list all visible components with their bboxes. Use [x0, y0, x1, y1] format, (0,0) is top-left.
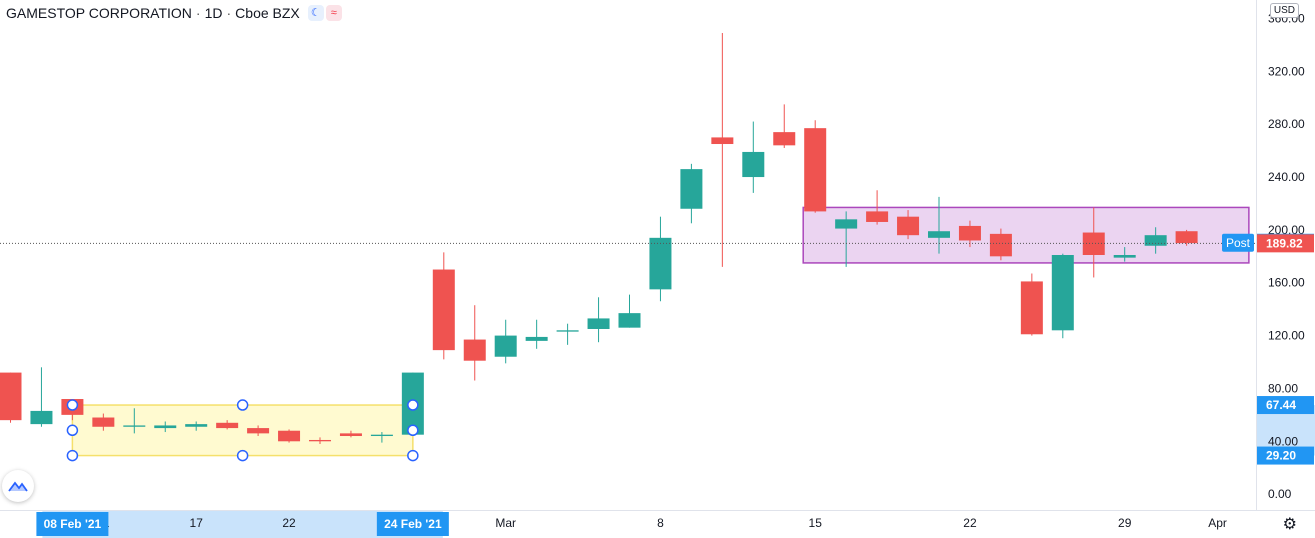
price-tick-label: 240.00 [1268, 170, 1305, 184]
resize-handle[interactable] [66, 424, 79, 437]
candle-up [525, 336, 548, 341]
resize-handle[interactable] [407, 449, 419, 462]
yellow-rectangle [71, 404, 414, 457]
candle-down [432, 269, 455, 351]
candle-up [556, 330, 579, 332]
candle-up [835, 219, 858, 229]
price-tick-label: 80.00 [1268, 381, 1298, 395]
chart-legend: GAMESTOP CORPORATION · 1D · Cboe BZX ☾ ≈ [6, 4, 342, 22]
candle-up [742, 151, 765, 178]
candle-up [154, 425, 177, 429]
time-marker-label: 08 Feb '21 [44, 517, 102, 531]
legend-toggles: ☾ ≈ [307, 5, 342, 21]
exchange-label: Cboe BZX [235, 5, 300, 21]
candle-up [1144, 235, 1167, 246]
candle-up [494, 335, 517, 357]
interval-label[interactable]: 1D [204, 5, 223, 21]
price-tick-label: 200.00 [1268, 223, 1305, 237]
candle-down [773, 132, 796, 146]
candle-up [680, 169, 703, 209]
price-tick-label: 160.00 [1268, 276, 1305, 290]
range-price-label: 67.44 [1266, 398, 1296, 412]
price-tick-label: 280.00 [1268, 117, 1305, 131]
time-tick-label: 22 [282, 516, 296, 530]
range-price-label: 29.20 [1266, 449, 1296, 463]
time-tick-label: Mar [495, 516, 516, 530]
candle-up [185, 424, 208, 427]
candle-down [1020, 281, 1043, 335]
time-tick-label: Apr [1208, 516, 1227, 530]
candle-up [649, 237, 672, 290]
candle-up [928, 231, 950, 238]
time-tick-label: 15 [809, 516, 823, 530]
last-price-label: 189.82 [1266, 236, 1303, 250]
candle-up [1051, 255, 1074, 331]
candle-up [30, 410, 53, 425]
range-price-label-bg [1257, 396, 1314, 415]
time-marker-label: 24 Feb '21 [384, 517, 442, 531]
candle-down [866, 211, 889, 222]
candle-down [92, 417, 115, 427]
range-price-label-bg [1257, 446, 1314, 465]
candle-up [1113, 255, 1136, 258]
time-tick-label: 17 [190, 516, 204, 530]
moon-icon[interactable]: ☾ [307, 5, 324, 21]
time-tick-label: 29 [1118, 516, 1132, 530]
currency-badge[interactable]: USD [1269, 3, 1299, 18]
candle-up [587, 318, 610, 329]
candle-down [339, 433, 362, 437]
candle-down [247, 428, 270, 434]
resize-handle[interactable] [66, 399, 79, 411]
resize-handle[interactable] [236, 449, 249, 462]
candle-down [463, 339, 486, 361]
candle-up [123, 425, 146, 427]
candle-up [370, 434, 393, 437]
candle-down [0, 372, 22, 421]
gear-icon[interactable]: ⚙ [1282, 516, 1297, 533]
purple-rectangle [802, 206, 1250, 264]
symbol-title[interactable]: GAMESTOP CORPORATION [6, 5, 192, 21]
last-price-label-bg [1257, 234, 1314, 253]
time-tick-label: 22 [963, 516, 977, 530]
time-marker-bg [376, 512, 449, 536]
candle-up [618, 313, 641, 328]
candle-down [897, 216, 920, 236]
price-tick-label: 320.00 [1268, 64, 1305, 78]
time-tick-label: 8 [657, 516, 664, 530]
candle-down [216, 422, 239, 429]
tradingview-logo-icon[interactable] [2, 470, 34, 502]
post-tag: Post [1226, 236, 1251, 250]
wave-icon[interactable]: ≈ [325, 5, 342, 21]
candle-down [989, 233, 1012, 257]
resize-handle[interactable] [236, 399, 249, 411]
candle-down [1175, 231, 1198, 244]
time-marker-bg [36, 512, 109, 536]
resize-handle[interactable] [66, 449, 79, 462]
candle-down [278, 430, 301, 442]
post-tag-bg [1222, 233, 1254, 252]
resize-handle[interactable] [407, 424, 419, 437]
price-tick-label: 0.00 [1268, 487, 1292, 501]
time-range-highlight [42, 511, 443, 538]
candle-down [804, 128, 827, 212]
price-tick-label: 40.00 [1268, 434, 1298, 448]
price-tick-label: 120.00 [1268, 329, 1305, 343]
candle-down [1082, 232, 1105, 255]
candle-down [958, 225, 981, 241]
candle-down [711, 137, 734, 145]
candle-down [309, 439, 331, 442]
resize-handle[interactable] [407, 399, 419, 411]
